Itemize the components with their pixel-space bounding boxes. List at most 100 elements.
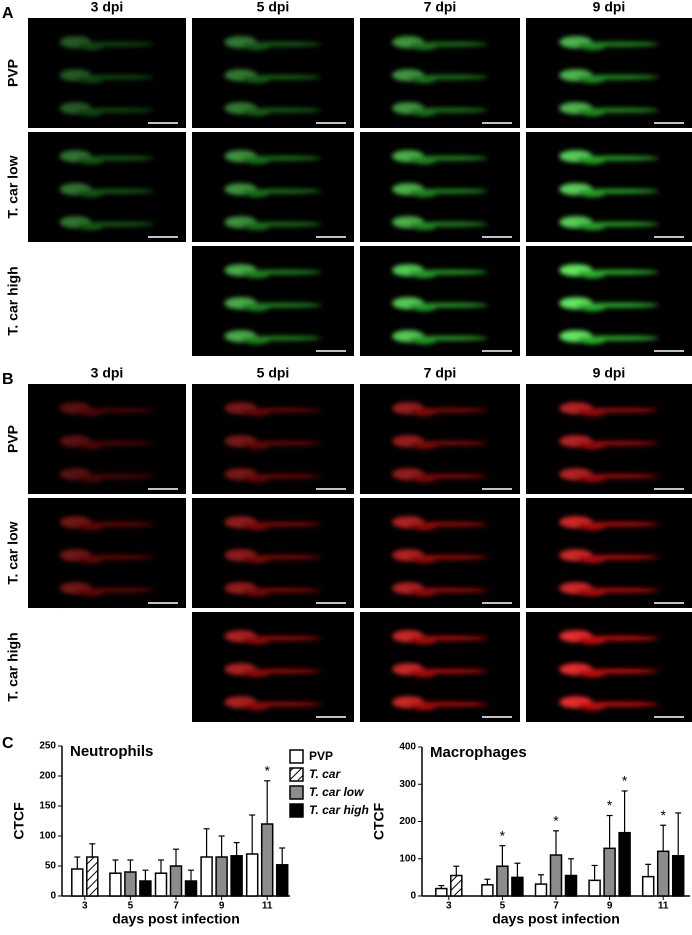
fish: [559, 582, 659, 597]
fish: [559, 549, 659, 564]
x-tick-label: 9: [607, 901, 613, 912]
micrograph: [192, 612, 354, 722]
column-header: 7 dpi: [424, 0, 457, 15]
fish-yolk: [78, 441, 104, 450]
fish: [59, 216, 155, 231]
fish-yolk: [579, 669, 606, 678]
fish-yolk: [78, 555, 104, 564]
bar: [275, 864, 289, 897]
fish: [59, 468, 155, 483]
fish-yolk: [579, 522, 606, 531]
bar: [656, 850, 670, 897]
fish-yolk: [579, 189, 606, 198]
y-tick-label: 0: [50, 891, 56, 902]
fish: [559, 402, 659, 417]
micrograph: [192, 384, 354, 494]
fish: [559, 69, 659, 84]
y-tick-label: 250: [39, 741, 56, 752]
micrograph: [28, 498, 186, 608]
micrograph: [360, 384, 520, 494]
fish: [224, 516, 322, 531]
panel-letter: A: [2, 5, 14, 22]
bar: [245, 853, 259, 897]
fish: [559, 216, 659, 231]
legend-swatch: [289, 749, 304, 764]
micrograph: [360, 246, 520, 356]
fish: [392, 435, 488, 450]
fish-yolk: [243, 474, 270, 483]
significance-mark: *: [607, 797, 613, 813]
fish-yolk: [243, 408, 270, 417]
panel-letter: B: [2, 371, 14, 388]
fish-yolk: [411, 303, 437, 312]
fish-yolk: [243, 270, 270, 279]
y-tick-label: 100: [399, 853, 416, 864]
fish: [224, 468, 322, 483]
column-header: 3 dpi: [91, 0, 124, 15]
fish: [559, 150, 659, 165]
fish: [224, 216, 322, 231]
fish: [224, 630, 322, 645]
fish-yolk: [243, 669, 270, 678]
fish: [559, 468, 659, 483]
fish: [224, 183, 322, 198]
fish-yolk: [78, 588, 104, 597]
fish-yolk: [78, 75, 104, 84]
bar: [618, 831, 631, 897]
x-tick-label: 11: [262, 901, 273, 912]
fish: [59, 516, 155, 531]
fish-yolk: [78, 408, 104, 417]
fish: [224, 549, 322, 564]
y-tick-label: 50: [45, 861, 57, 872]
fish-yolk: [579, 474, 606, 483]
legend-label: T. car high: [309, 803, 369, 817]
significance-mark: *: [660, 807, 666, 823]
fish: [224, 36, 322, 51]
micrograph: [360, 132, 520, 242]
x-axis-label: days post infection: [112, 911, 240, 927]
fish: [392, 102, 488, 117]
bar: [71, 868, 84, 897]
fish: [59, 69, 155, 84]
x-tick-label: 5: [128, 901, 134, 912]
bar: [450, 874, 463, 897]
fish: [559, 330, 659, 345]
fish-yolk: [411, 474, 437, 483]
bar: [511, 876, 524, 897]
fish-yolk: [579, 75, 606, 84]
micrograph: [192, 18, 354, 128]
fish-yolk: [579, 270, 606, 279]
fish-yolk: [243, 108, 270, 117]
y-axis-label: CTCF: [11, 802, 27, 840]
fish-yolk: [78, 42, 104, 51]
row-label: T. car low: [5, 521, 21, 584]
row-label: PVP: [5, 425, 21, 453]
fish-yolk: [579, 555, 606, 564]
fish: [392, 516, 488, 531]
fish: [224, 69, 322, 84]
bar: [124, 871, 137, 897]
fish-yolk: [579, 303, 606, 312]
bar: [169, 865, 183, 897]
row-label: T. car low: [5, 155, 21, 218]
micrograph: [360, 18, 520, 128]
micrograph: [192, 498, 354, 608]
legend-swatch: [289, 785, 304, 800]
fish: [392, 696, 488, 711]
bar: [588, 879, 601, 897]
legend-swatch: [289, 767, 304, 782]
fish-yolk: [243, 522, 270, 531]
fish: [392, 183, 488, 198]
bar: [564, 874, 578, 897]
fish-yolk: [78, 222, 104, 231]
fish-yolk: [411, 108, 437, 117]
fish-yolk: [411, 555, 437, 564]
fish: [59, 402, 155, 417]
fish: [559, 516, 659, 531]
x-tick-label: 7: [553, 901, 559, 912]
fish-yolk: [411, 336, 437, 345]
fish: [392, 150, 488, 165]
fish: [392, 69, 488, 84]
fish-yolk: [411, 522, 437, 531]
